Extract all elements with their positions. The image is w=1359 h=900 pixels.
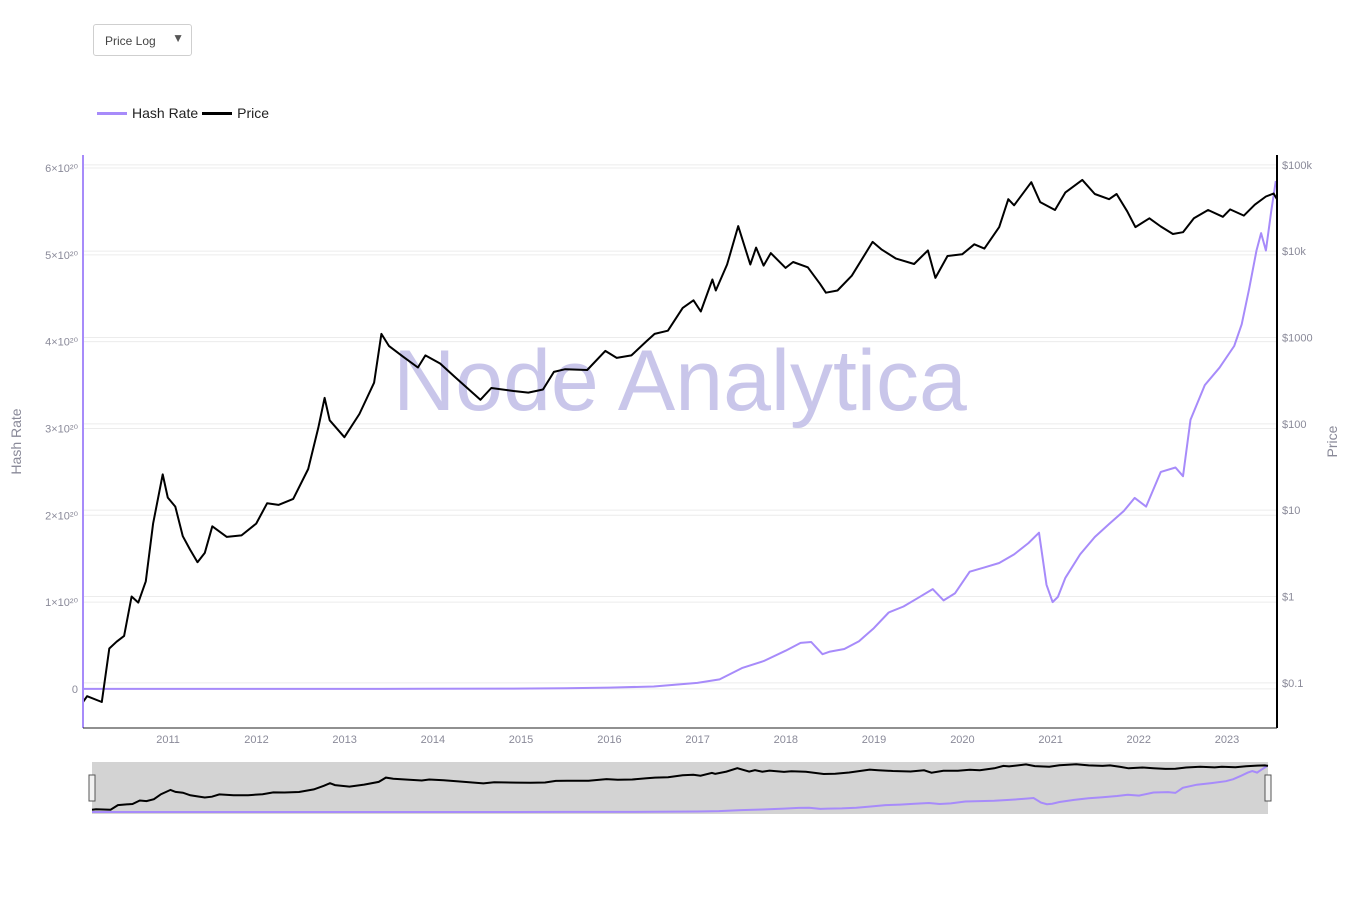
watermark: Node Analytica: [393, 333, 967, 429]
y-right-tick-label: $100: [1282, 419, 1306, 431]
y-left-tick-label: 3×10²⁰: [45, 423, 78, 435]
navigator-background: [92, 762, 1268, 814]
y-left-tick-label: 5×10²⁰: [45, 250, 78, 262]
grid-layer: [83, 164, 1277, 690]
x-tick-label: 2016: [597, 734, 621, 746]
y-left-tick-label: 4×10²⁰: [45, 337, 78, 349]
navigator-line-price: [91, 763, 1269, 811]
legend-item-hash-rate[interactable]: Hash Rate: [97, 105, 198, 121]
tick-layer: 0 1×10²⁰ 2×10²⁰ 3×10²⁰ 4×10²⁰ 5×10²⁰ 6×10²⁰ $0.…: [45, 160, 1312, 746]
x-tick-label: 2012: [244, 734, 268, 746]
y-left-tick-label: 0: [72, 684, 78, 696]
chart-legend: Hash Rate Price: [97, 104, 273, 122]
y-right-tick-label: $0.1: [1282, 678, 1303, 690]
y-left-tick-label: 1×10²⁰: [45, 597, 78, 609]
y-axis-label-price: Price: [1324, 425, 1340, 457]
navigator-handle-left[interactable]: [88, 774, 96, 802]
x-tick-label: 2020: [950, 734, 974, 746]
legend-swatch-price: [202, 111, 233, 115]
navigator-handle-right[interactable]: [1264, 774, 1272, 802]
series-layer: [82, 178, 1278, 703]
y-left-tick-label: 2×10²⁰: [45, 510, 78, 522]
y-right-tick-label: $1: [1282, 592, 1294, 604]
price-scale-select[interactable]: Price Log ▼: [93, 24, 192, 56]
range-navigator[interactable]: [88, 762, 1272, 814]
y-right-tick-label: $10: [1282, 505, 1300, 517]
legend-label-price: Price: [237, 105, 270, 121]
x-tick-label: 2014: [421, 734, 445, 746]
navigator-line-hash-rate: [92, 765, 1268, 813]
series-line-hash-rate: [83, 180, 1277, 690]
price-scale-select-value: Price Log: [105, 34, 156, 48]
y-right-tick-label: $100k: [1282, 160, 1312, 172]
chevron-down-icon: ▼: [172, 31, 184, 45]
x-tick-label: 2018: [774, 734, 798, 746]
x-tick-label: 2021: [1038, 734, 1062, 746]
legend-label-hash-rate: Hash Rate: [132, 105, 199, 121]
x-tick-label: 2017: [685, 734, 709, 746]
y-right-tick-label: $1000: [1282, 333, 1313, 345]
y-left-tick-label: 6×10²⁰: [45, 163, 78, 175]
x-tick-label: 2015: [509, 734, 533, 746]
x-tick-label: 2019: [862, 734, 886, 746]
axis-layer: [82, 155, 1278, 729]
x-tick-label: 2022: [1127, 734, 1151, 746]
x-tick-label: 2013: [332, 734, 356, 746]
legend-item-price[interactable]: Price: [202, 105, 269, 121]
x-tick-label: 2023: [1215, 734, 1239, 746]
legend-swatch-hash-rate: [97, 111, 127, 115]
x-tick-label: 2011: [156, 734, 180, 746]
series-line-price: [82, 178, 1278, 703]
y-axis-label-hash-rate: Hash Rate: [8, 408, 24, 474]
y-right-tick-label: $10k: [1282, 246, 1306, 258]
